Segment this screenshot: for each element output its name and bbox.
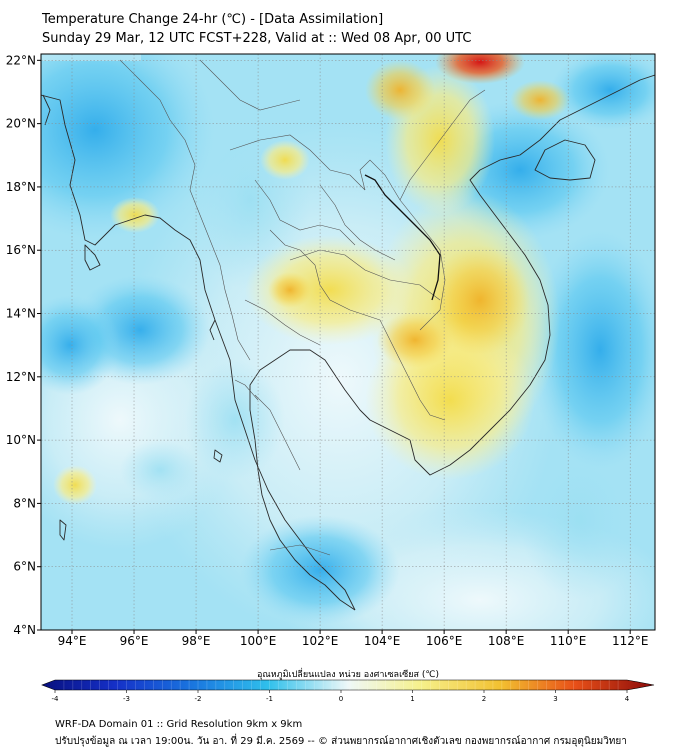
colorbar-tick-label: 2 — [482, 695, 486, 703]
map-title: Temperature Change 24-hr (℃) - [Data Ass… — [42, 12, 384, 27]
lon-label: 108°E — [488, 634, 525, 648]
temperature-field — [41, 54, 655, 630]
colorbar-tick-label: -4 — [52, 695, 60, 703]
colorbar-tick-label: 4 — [625, 695, 630, 703]
lat-label: 4°N — [13, 623, 36, 637]
latitude-labels: 22°N 20°N 18°N 16°N 14°N 12°N 10°N 8°N 6°N 4°N — [6, 53, 36, 637]
temperature-map: 22°N 20°N 18°N 16°N 14°N 12°N 10°N 8°N 6°N 4°N 94… — [6, 53, 656, 703]
colorbar-tick-label: 0 — [339, 695, 343, 703]
coastlines — [41, 74, 655, 611]
colorbar-tick-label: -3 — [123, 695, 130, 703]
lon-label: 96°E — [120, 634, 149, 648]
lat-label: 16°N — [6, 243, 36, 257]
lon-label: 110°E — [550, 634, 587, 648]
graticule — [37, 54, 655, 634]
lat-label: 8°N — [13, 496, 36, 510]
map-subtitle: Sunday 29 Mar, 12 UTC FCST+228, Valid at… — [42, 31, 472, 46]
colorbar — [41, 679, 655, 691]
lon-label: 100°E — [240, 634, 277, 648]
longitude-labels: 94°E 96°E 98°E 100°E 102°E 104°E 106°E 108°E 110… — [58, 634, 649, 648]
footer-update-info: ปรับปรุงข้อมูล ณ เวลา 19:00น. วัน อา. ที… — [55, 736, 627, 747]
colorbar-ticks: -4 -3 -2 -1 0 1 2 3 4 — [52, 680, 630, 703]
lat-label: 10°N — [6, 433, 36, 447]
lon-label: 98°E — [182, 634, 211, 648]
lat-label: 14°N — [6, 307, 36, 321]
lat-label: 12°N — [6, 370, 36, 384]
colorbar-label: อุณหภูมิเปลี่ยนแปลง หน่วย องศาเซลเซียส (… — [257, 667, 439, 680]
lat-label: 20°N — [6, 117, 36, 131]
mekong-border — [364, 174, 441, 301]
footer-domain-info: WRF-DA Domain 01 :: Grid Resolution 9km … — [55, 719, 303, 730]
lat-label: 22°N — [6, 53, 36, 67]
colorbar-tick-label: 1 — [410, 695, 414, 703]
lon-label: 112°E — [612, 634, 649, 648]
lon-label: 94°E — [58, 634, 87, 648]
colorbar-tick-label: -2 — [195, 695, 202, 703]
lon-label: 104°E — [364, 634, 401, 648]
lon-label: 106°E — [426, 634, 463, 648]
colorbar-tick-label: -1 — [266, 695, 273, 703]
lat-label: 6°N — [13, 560, 36, 574]
lat-label: 18°N — [6, 180, 36, 194]
colorbar-tick-label: 3 — [553, 695, 557, 703]
map-frame — [40, 53, 656, 631]
lon-label: 102°E — [302, 634, 339, 648]
